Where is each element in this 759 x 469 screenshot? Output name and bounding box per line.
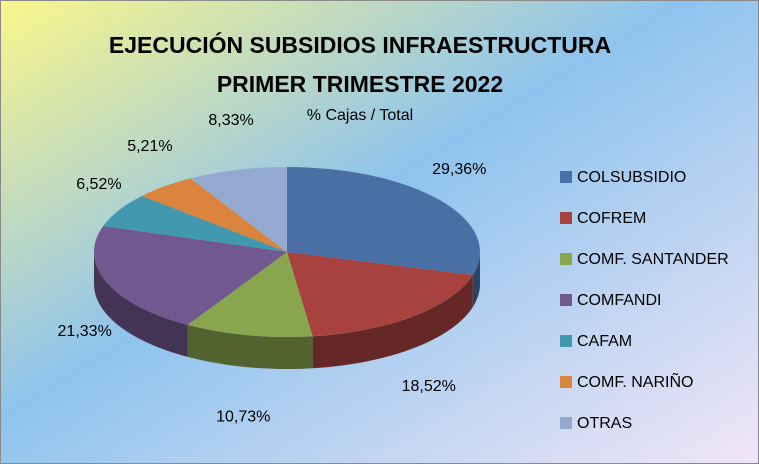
legend-label: CAFAM <box>577 333 632 350</box>
chart-title: EJECUCIÓN SUBSIDIOS INFRAESTRUCTURA <box>109 31 611 58</box>
legend-swatch <box>560 171 572 183</box>
legend-label: COMF. NARIÑO <box>577 371 693 391</box>
slice-side <box>94 252 188 357</box>
slice-side <box>472 252 480 307</box>
legend-swatch <box>560 212 572 224</box>
legend-label: COFREM <box>577 210 646 227</box>
slice <box>190 167 287 252</box>
slice <box>141 178 287 252</box>
legend-label: COLSUBSIDIO <box>577 169 686 186</box>
chart-subtitle: % Cajas / Total <box>307 107 413 124</box>
data-label: 18,52% <box>402 378 456 395</box>
slice-side <box>187 324 313 369</box>
legend-swatch <box>560 417 572 429</box>
slice <box>103 195 287 252</box>
slice <box>187 252 313 337</box>
data-label: 21,33% <box>58 323 112 340</box>
chart-title: PRIMER TRIMESTRE 2022 <box>217 71 503 97</box>
data-label: 29,36% <box>432 161 486 178</box>
legend-swatch <box>560 294 572 306</box>
slice-side <box>312 274 473 369</box>
legend-label: COMFANDI <box>577 292 661 309</box>
data-label: 5,21% <box>127 138 172 155</box>
legend-swatch <box>560 376 572 388</box>
legend-swatch <box>560 253 572 265</box>
legend-label: COMF. SANTANDER <box>577 251 729 268</box>
legend-swatch <box>560 335 572 347</box>
legend-label: OTRAS <box>577 415 632 432</box>
data-label: 10,73% <box>216 408 270 425</box>
slice <box>93 226 287 325</box>
slice <box>287 167 481 275</box>
slice <box>287 252 473 337</box>
data-label: 8,33% <box>208 112 253 129</box>
data-label: 6,52% <box>76 176 121 193</box>
